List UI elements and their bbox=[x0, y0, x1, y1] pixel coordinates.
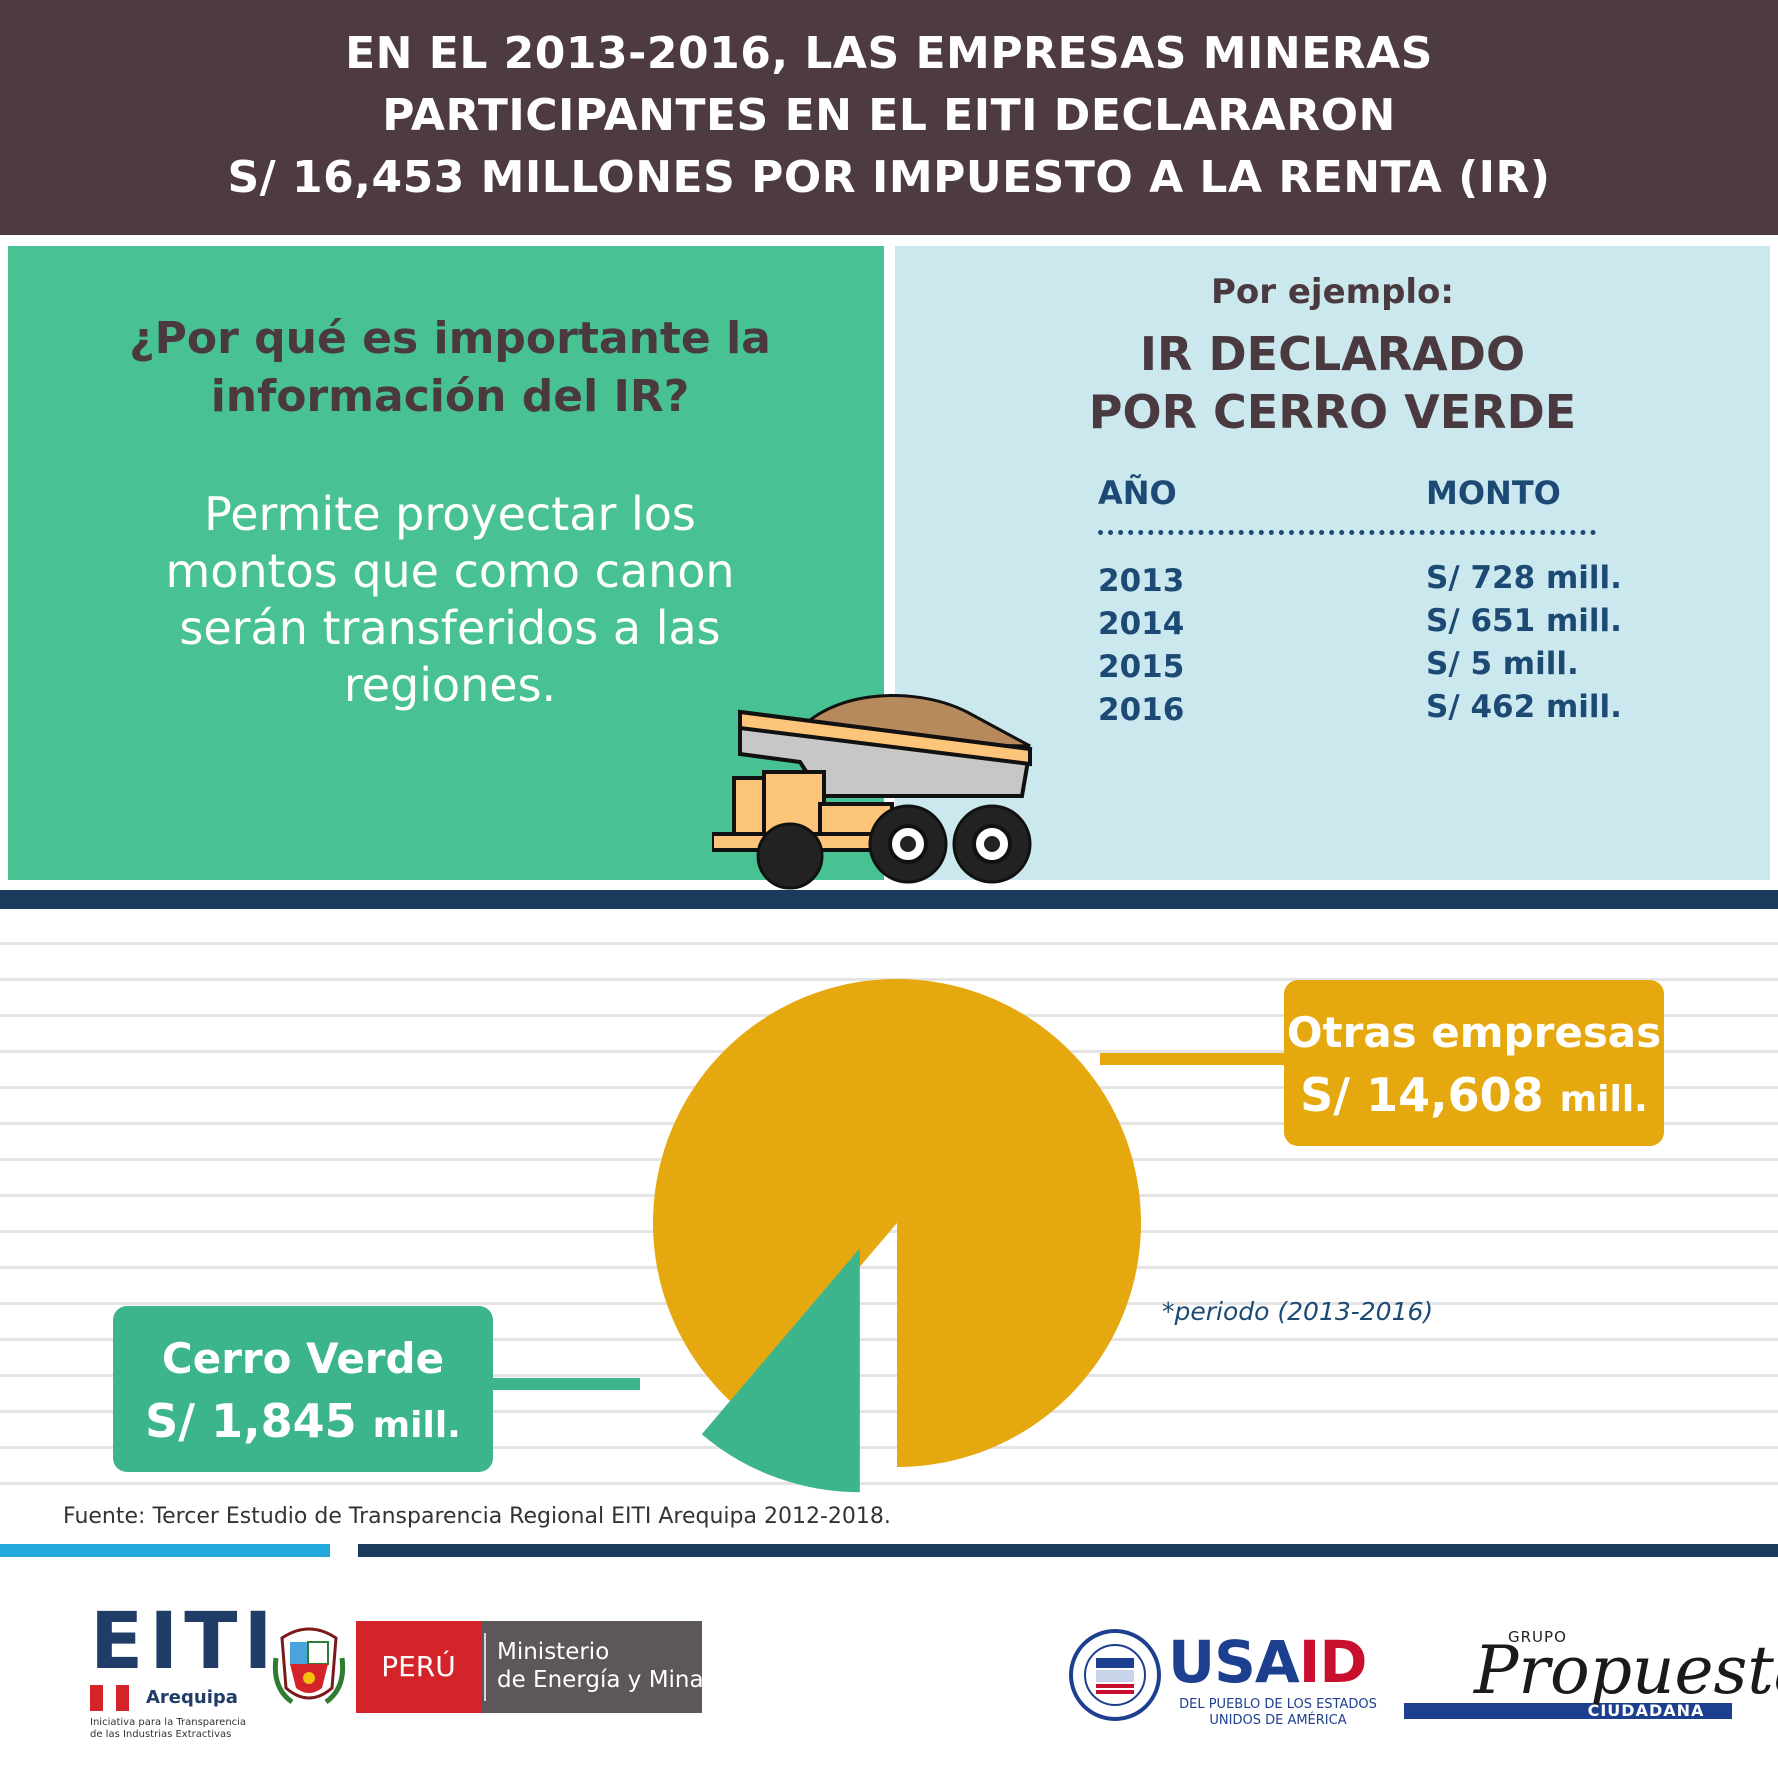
flag-stripe bbox=[116, 1685, 129, 1711]
section-divider bbox=[0, 890, 1778, 909]
table-cell-year: 2016 bbox=[1098, 692, 1185, 728]
usaid-subtitle: UNIDOS DE AMÉRICA bbox=[1209, 1713, 1347, 1728]
answer-line: Permite proyectar los bbox=[204, 487, 696, 541]
peru-ministry-logo: PERÚ Ministerio de Energía y Minas bbox=[356, 1621, 716, 1713]
usaid-seal-icon bbox=[1069, 1629, 1161, 1721]
header-banner: EN EL 2013-2016, LAS EMPRESAS MINERAS PA… bbox=[0, 0, 1778, 235]
bottom-divider-light bbox=[0, 1544, 330, 1557]
background-stripe bbox=[0, 1410, 1778, 1413]
callout-otras-unit: mill. bbox=[1559, 1079, 1648, 1120]
ir-title: IR DECLARADO POR CERRO VERDE bbox=[895, 325, 1770, 441]
ministry-box: Ministerio de Energía y Minas bbox=[481, 1621, 716, 1713]
propuesta-grupo: GRUPO bbox=[1508, 1628, 1567, 1646]
pie-slice-cerro-verde bbox=[701, 1248, 860, 1493]
usaid-wordmark: USAID bbox=[1168, 1628, 1367, 1696]
callout-cerro-verde: Cerro Verde S/ 1,845 mill. bbox=[113, 1306, 493, 1472]
peru-separator bbox=[484, 1633, 486, 1701]
table-header-year: AÑO bbox=[1098, 474, 1177, 512]
callout-otras-amount: S/ 14,608 bbox=[1300, 1068, 1544, 1122]
table-cell-year: 2013 bbox=[1098, 563, 1185, 599]
headline-line-2: PARTICIPANTES EN EL EITI DECLARARON bbox=[382, 90, 1396, 141]
answer-line: regiones. bbox=[343, 658, 557, 712]
right-panel bbox=[895, 246, 1770, 880]
background-stripe bbox=[0, 1482, 1778, 1485]
propuesta-ciudadana: CIUDADANA bbox=[1587, 1701, 1705, 1720]
background-stripe bbox=[0, 1266, 1778, 1269]
eiti-region: Arequipa bbox=[146, 1687, 238, 1708]
question-heading: ¿Por qué es importante la información de… bbox=[70, 310, 830, 426]
answer-line: serán transferidos a las bbox=[179, 601, 721, 655]
bottom-divider-dark bbox=[358, 1544, 1778, 1557]
headline-line-3: S/ 16,453 MILLONES POR IMPUESTO A LA REN… bbox=[227, 152, 1551, 203]
callout-cerro-label: Cerro Verde bbox=[161, 1334, 445, 1383]
callout-cerro-amount: S/ 1,845 bbox=[145, 1394, 357, 1448]
background-stripe bbox=[0, 1338, 1778, 1341]
background-stripe bbox=[0, 942, 1778, 945]
pie-slice-otras-empresas bbox=[653, 979, 1141, 1467]
table-divider bbox=[1098, 530, 1596, 535]
propuesta-bar bbox=[1404, 1703, 1732, 1719]
mining-truck-illustration bbox=[712, 693, 1033, 890]
table-cell-amount: S/ 462 mill. bbox=[1426, 689, 1622, 725]
table-cell-year: 2014 bbox=[1098, 606, 1185, 642]
ministry-line: de Energía y Minas bbox=[497, 1667, 716, 1693]
propuesta-wordmark: Propuesta bbox=[1474, 1632, 1778, 1709]
background-stripe bbox=[0, 1302, 1778, 1305]
example-label: Por ejemplo: bbox=[1210, 272, 1455, 312]
background-stripe bbox=[0, 1446, 1778, 1449]
table-cell-year: 2015 bbox=[1098, 649, 1185, 685]
peru-coat-of-arms-icon bbox=[272, 1627, 346, 1705]
answer-line: montos que como canon bbox=[165, 544, 735, 598]
question-line: información del IR? bbox=[210, 371, 690, 422]
flag-stripe bbox=[103, 1685, 116, 1711]
callout-otras-empresas: Otras empresas S/ 14,608 mill. bbox=[1284, 980, 1664, 1146]
answer-text: Permite proyectar los montos que como ca… bbox=[70, 486, 830, 714]
callout-cerro-value: S/ 1,845 mill. bbox=[113, 1394, 493, 1448]
ministry-line: Ministerio bbox=[497, 1639, 610, 1665]
pie-chart bbox=[488, 979, 1290, 1493]
flag-stripe bbox=[90, 1685, 103, 1711]
table-cell-amount: S/ 651 mill. bbox=[1426, 603, 1622, 639]
callout-otras-label: Otras empresas bbox=[1286, 1008, 1662, 1057]
headline-line-1: EN EL 2013-2016, LAS EMPRESAS MINERAS bbox=[345, 28, 1433, 79]
callout-otras-value: S/ 14,608 mill. bbox=[1284, 1068, 1664, 1122]
table-cell-amount: S/ 728 mill. bbox=[1426, 560, 1622, 596]
peru-label: PERÚ bbox=[356, 1621, 481, 1713]
eiti-subtitle: Iniciativa para la Transparencia bbox=[90, 1717, 247, 1728]
usaid-subtitle: DEL PUEBLO DE LOS ESTADOS bbox=[1179, 1697, 1377, 1712]
left-panel bbox=[8, 246, 884, 880]
eiti-wordmark: EITI bbox=[90, 1597, 279, 1687]
ir-title-line: POR CERRO VERDE bbox=[1088, 385, 1577, 439]
usaid-wordmark-blue: USA bbox=[1168, 1628, 1300, 1696]
table-cell-amount: S/ 5 mill. bbox=[1426, 646, 1579, 682]
source-note: Fuente: Tercer Estudio de Transparencia … bbox=[63, 1504, 891, 1529]
table-header-amount: MONTO bbox=[1426, 474, 1561, 512]
eiti-subtitle: de las Industrias Extractivas bbox=[90, 1729, 232, 1740]
usaid-wordmark-red: ID bbox=[1298, 1628, 1368, 1696]
background-stripe bbox=[0, 1374, 1778, 1377]
question-line: ¿Por qué es importante la bbox=[129, 313, 771, 364]
callout-cerro-unit: mill. bbox=[372, 1405, 461, 1446]
eiti-logo: EITI Arequipa Iniciativa para la Transpa… bbox=[90, 1603, 273, 1745]
ir-title-line: IR DECLARADO bbox=[1139, 327, 1526, 381]
period-note: *periodo (2013-2016) bbox=[1162, 1297, 1434, 1326]
